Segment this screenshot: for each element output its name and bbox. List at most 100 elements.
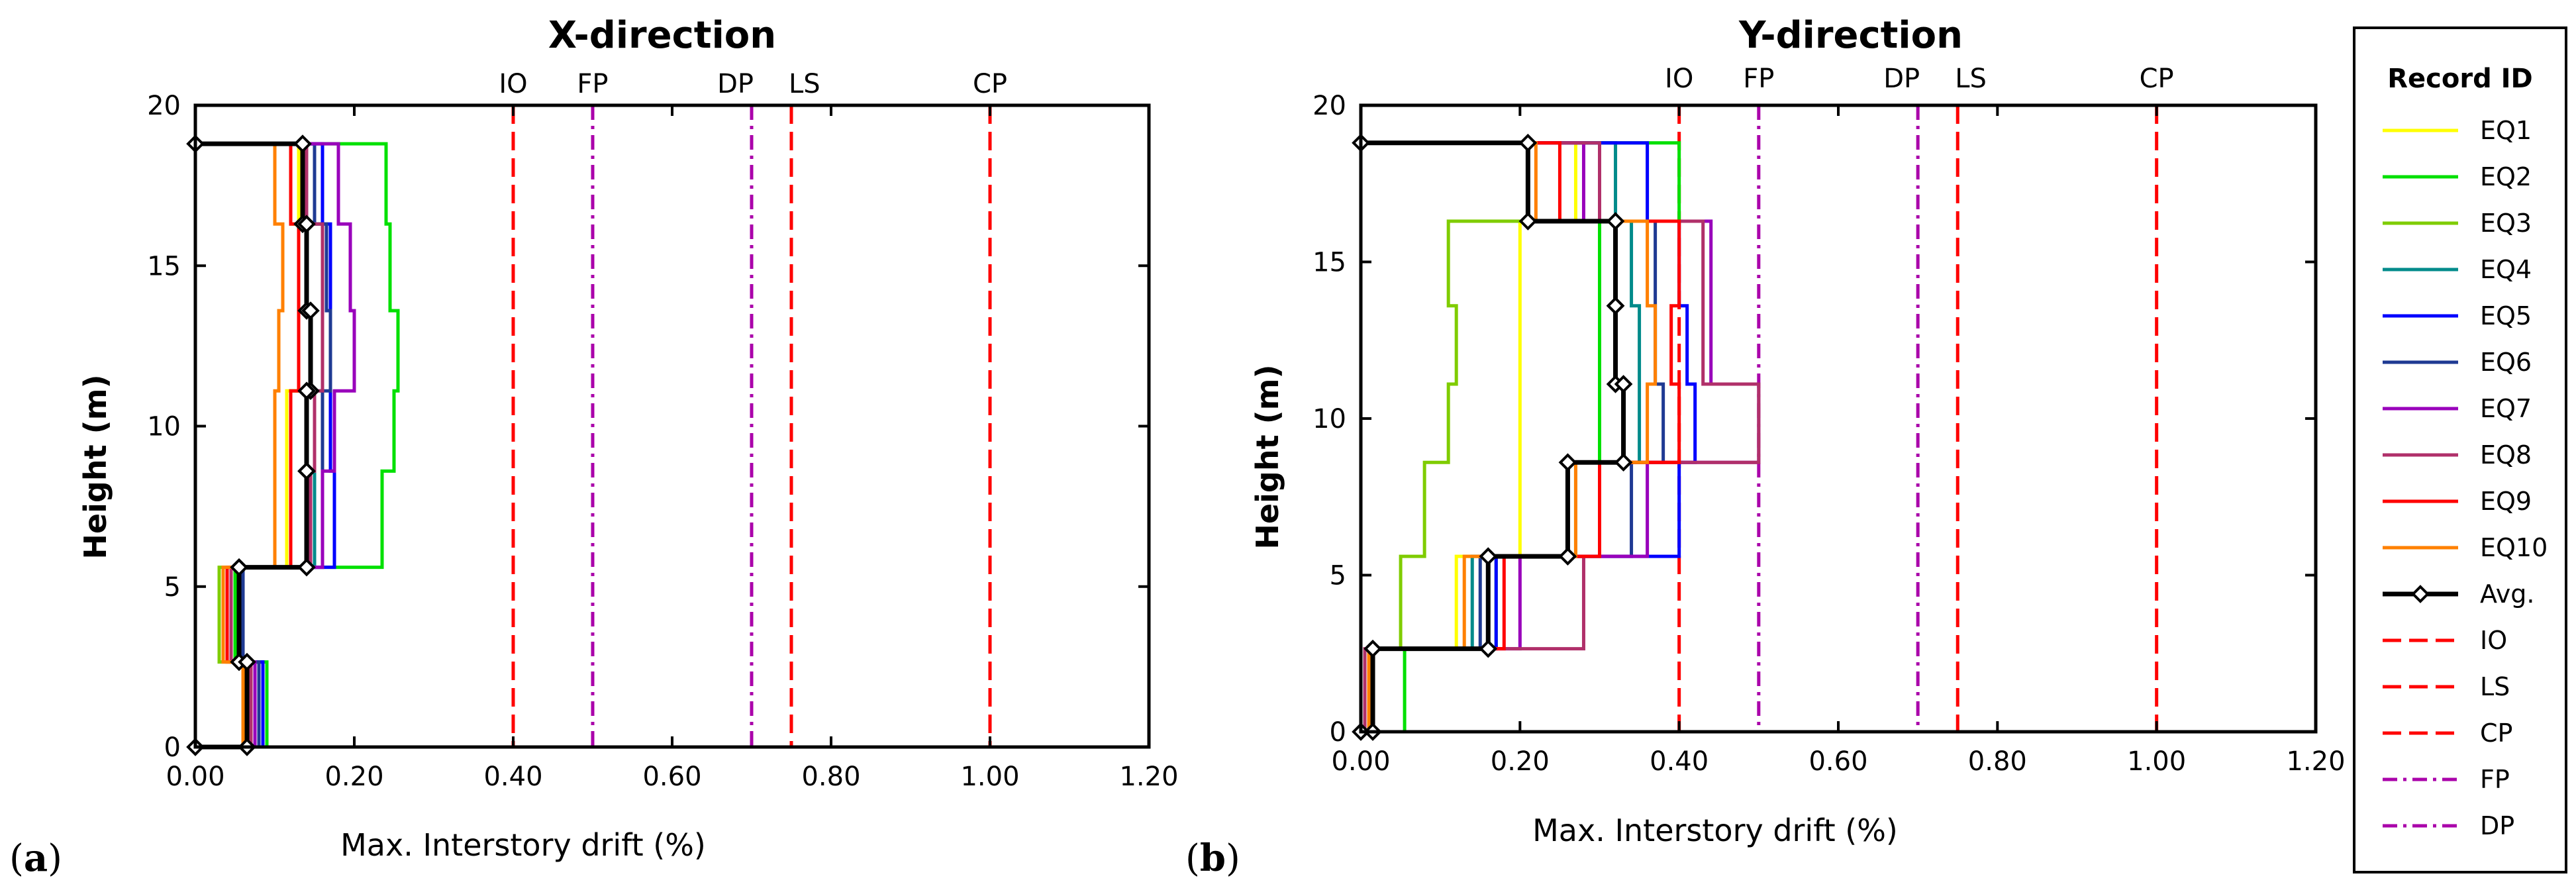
limit-label-fp: FP bbox=[1743, 64, 1774, 94]
legend-item-fp: FP bbox=[2383, 765, 2510, 794]
x-tick-label: 0.60 bbox=[1808, 746, 1867, 777]
x-tick-label: 1.00 bbox=[2127, 746, 2186, 777]
legend-item-dp: DP bbox=[2383, 811, 2514, 840]
series-eq6 bbox=[1361, 141, 1665, 734]
legend-item-eq3: EQ3 bbox=[2383, 209, 2532, 238]
avg-marker bbox=[297, 558, 316, 577]
avg-marker bbox=[293, 134, 312, 153]
avg-marker bbox=[1363, 639, 1382, 658]
series-avg bbox=[195, 141, 313, 750]
limit-label-io: IO bbox=[1665, 64, 1693, 94]
y-tick-label: 20 bbox=[1313, 91, 1346, 121]
legend-label: EQ6 bbox=[2480, 348, 2532, 377]
x-axis-label: Max. Interstory drift (%) bbox=[1532, 813, 1898, 848]
avg-marker bbox=[301, 301, 320, 320]
legend-item-eq6: EQ6 bbox=[2383, 348, 2532, 377]
legend-label: IO bbox=[2480, 626, 2507, 655]
legend-label: EQ4 bbox=[2480, 255, 2532, 284]
avg-marker bbox=[238, 652, 256, 672]
legend-item-eq1: EQ1 bbox=[2383, 116, 2532, 145]
legend-label: DP bbox=[2480, 811, 2514, 840]
avg-marker bbox=[1606, 296, 1625, 315]
avg-marker bbox=[1558, 547, 1577, 566]
legend-item-eq9: EQ9 bbox=[2383, 487, 2532, 516]
legend-title: Record ID bbox=[2387, 64, 2533, 94]
x-tick-label: 1.20 bbox=[2286, 746, 2345, 777]
panel-label: (a) bbox=[9, 836, 62, 880]
limit-label-io: IO bbox=[499, 69, 527, 99]
legend-label: EQ7 bbox=[2480, 394, 2532, 423]
series-eq5 bbox=[1361, 141, 1697, 734]
limit-label-ls: LS bbox=[789, 69, 820, 99]
y-tick-label: 10 bbox=[1313, 404, 1346, 434]
legend-label: EQ2 bbox=[2480, 162, 2532, 191]
legend-label: EQ8 bbox=[2480, 440, 2532, 470]
y-tick-label: 5 bbox=[1330, 561, 1346, 591]
chart-title: X-direction bbox=[548, 14, 776, 57]
legend-item-eq7: EQ7 bbox=[2383, 394, 2532, 423]
limit-label-ls: LS bbox=[1955, 64, 1987, 94]
legend-item-ls: LS bbox=[2383, 672, 2510, 701]
legend-label: EQ1 bbox=[2480, 116, 2532, 145]
x-tick-label: 0.40 bbox=[1650, 746, 1709, 777]
series-eq10 bbox=[1361, 141, 1658, 734]
y-tick-label: 15 bbox=[1313, 248, 1346, 278]
x-tick-label: 0.40 bbox=[483, 762, 542, 792]
x-tick-label: 0.60 bbox=[642, 762, 701, 792]
x-tick-label: 0.20 bbox=[324, 762, 383, 792]
legend-label: LS bbox=[2480, 672, 2510, 701]
legend-item-eq5: EQ5 bbox=[2383, 301, 2532, 330]
y-tick-label: 5 bbox=[164, 572, 181, 603]
series-eq4 bbox=[1361, 141, 1642, 734]
y-tick-label: 15 bbox=[147, 251, 181, 281]
avg-marker bbox=[1558, 453, 1577, 472]
legend-item-io: IO bbox=[2383, 626, 2507, 655]
legend-item-cp: CP bbox=[2383, 719, 2512, 748]
limit-label-dp: DP bbox=[717, 69, 754, 99]
panel-y-direction: Y-direction IO FP DP LS CP 0.00 0.20 0.40 0.60 0… bbox=[1185, 14, 2346, 880]
series-eq8 bbox=[1361, 141, 1761, 734]
series-eq7 bbox=[1361, 141, 1761, 734]
chart-title: Y-direction bbox=[1738, 14, 1963, 57]
series-eq6 bbox=[195, 142, 332, 749]
avg-marker bbox=[1518, 212, 1538, 230]
y-tick-label: 10 bbox=[147, 412, 181, 442]
limit-label-dp: DP bbox=[1883, 64, 1920, 94]
legend-label: EQ10 bbox=[2480, 533, 2548, 562]
avg-marker bbox=[297, 462, 316, 481]
avg-marker bbox=[230, 558, 248, 577]
legend-item-avg: Avg. bbox=[2383, 579, 2534, 609]
panel-x-direction: X-direction IO FP DP LS CP 0.00 0.20 0.40 0.60 0… bbox=[9, 14, 1179, 880]
legend-label: CP bbox=[2480, 719, 2512, 748]
x-tick-label: 0.80 bbox=[801, 762, 860, 792]
avg-marker bbox=[1614, 375, 1633, 393]
avg-marker bbox=[297, 381, 316, 401]
avg-marker bbox=[1479, 547, 1498, 566]
limit-label-cp: CP bbox=[973, 69, 1007, 99]
legend-item-eq10: EQ10 bbox=[2383, 533, 2548, 562]
series-eq8 bbox=[195, 142, 324, 749]
limit-label-cp: CP bbox=[2140, 64, 2174, 94]
avg-marker bbox=[1606, 212, 1625, 230]
legend-item-eq2: EQ2 bbox=[2383, 162, 2532, 191]
x-axis-label: Max. Interstory drift (%) bbox=[340, 827, 706, 863]
avg-marker bbox=[1518, 133, 1538, 152]
legend-box bbox=[2353, 26, 2567, 873]
y-tick-label: 20 bbox=[147, 91, 181, 121]
series-eq4 bbox=[195, 142, 324, 749]
legend-item-eq8: EQ8 bbox=[2383, 440, 2532, 470]
avg-marker bbox=[1614, 453, 1633, 472]
avg-marker bbox=[297, 215, 316, 234]
legend: Record ID EQ1 EQ2 EQ3 EQ4 EQ5 EQ6 EQ7 EQ8 EQ9 EQ1… bbox=[2353, 26, 2567, 873]
panel-label: (b) bbox=[1185, 836, 1240, 880]
x-tick-label: 0.20 bbox=[1491, 746, 1550, 777]
legend-label: EQ9 bbox=[2480, 487, 2532, 516]
x-tick-label: 0.00 bbox=[1331, 746, 1390, 777]
series-eq1 bbox=[1361, 141, 1577, 734]
legend-item-eq4: EQ4 bbox=[2383, 255, 2532, 284]
legend-label: Avg. bbox=[2480, 579, 2534, 609]
x-tick-label: 1.00 bbox=[960, 762, 1019, 792]
legend-label: EQ3 bbox=[2480, 209, 2532, 238]
avg-marker bbox=[1479, 639, 1498, 658]
